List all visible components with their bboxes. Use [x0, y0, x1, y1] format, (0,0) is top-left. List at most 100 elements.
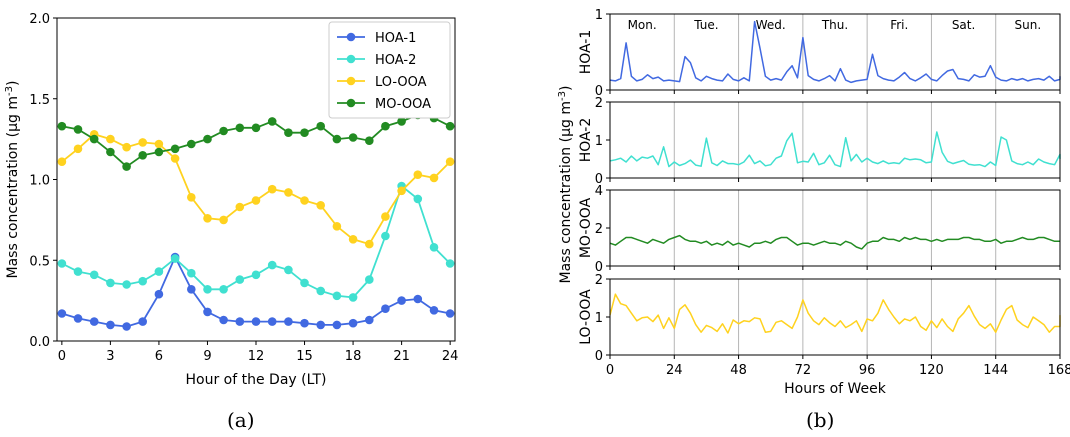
- data-point-lo-ooa: [219, 215, 228, 225]
- series-line-hoa-1: [609, 20, 1061, 84]
- y-tick-label-a: 1.0: [29, 174, 50, 189]
- day-label: Sat.: [952, 18, 976, 32]
- data-point-hoa-2: [170, 254, 180, 263]
- y-tick-label-a: 0.5: [29, 254, 50, 269]
- y-tick-label-b: 1: [595, 8, 603, 23]
- legend-marker-hoa-2: [346, 54, 356, 64]
- data-point-hoa-2: [365, 275, 374, 284]
- subplot-ylabel-hoa-2: HOA-2: [578, 118, 594, 163]
- data-point-hoa-1: [122, 322, 131, 331]
- data-point-hoa-1: [445, 309, 455, 318]
- data-point-hoa-2: [445, 259, 455, 268]
- series-line-hoa-1: [61, 254, 451, 328]
- data-point-lo-ooa: [348, 235, 358, 244]
- subplot-ylabel-lo-ooa: LO-OOA: [578, 289, 594, 345]
- y-tick-label-a: 0.0: [29, 335, 50, 350]
- y-tick-label-b: 4: [595, 184, 603, 199]
- x-tick-label-b: 120: [919, 363, 944, 378]
- data-point-hoa-2: [106, 278, 115, 288]
- data-point-lo-ooa: [365, 239, 374, 249]
- day-label: Sun.: [1015, 18, 1042, 32]
- data-point-hoa-2: [154, 267, 164, 276]
- legend-marker-hoa-1: [346, 32, 356, 42]
- data-point-lo-ooa: [381, 212, 390, 221]
- data-point-lo-ooa: [73, 144, 83, 154]
- data-point-lo-ooa: [445, 157, 455, 166]
- day-label: Mon.: [628, 18, 657, 32]
- day-label: Thu.: [821, 18, 848, 32]
- x-tick-label-b: 72: [795, 363, 812, 378]
- data-point-mo-ooa: [203, 134, 212, 144]
- x-tick-label-b: 168: [1048, 363, 1070, 378]
- data-point-hoa-1: [89, 317, 99, 326]
- data-point-lo-ooa: [267, 184, 277, 194]
- data-point-hoa-2: [57, 259, 67, 268]
- data-point-lo-ooa: [300, 196, 309, 205]
- panel-b-caption: (b): [806, 408, 835, 432]
- subplot-ylabel-mo-ooa: MO-OOA: [578, 197, 594, 258]
- data-point-lo-ooa: [154, 139, 164, 149]
- series-line-hoa-2: [609, 131, 1061, 168]
- data-point-lo-ooa: [106, 134, 115, 144]
- data-point-hoa-1: [365, 315, 374, 325]
- data-point-mo-ooa: [445, 121, 455, 131]
- data-point-hoa-1: [397, 296, 406, 305]
- data-point-lo-ooa: [187, 193, 196, 202]
- x-tick-label-a: 0: [58, 349, 66, 364]
- data-point-mo-ooa: [251, 123, 261, 133]
- x-tick-label-a: 9: [203, 349, 211, 364]
- data-point-mo-ooa: [219, 126, 228, 136]
- legend-label-mo-ooa: MO-OOA: [375, 97, 431, 112]
- data-point-mo-ooa: [267, 117, 277, 126]
- data-point-mo-ooa: [397, 117, 406, 126]
- data-point-hoa-1: [316, 320, 326, 330]
- data-point-hoa-2: [219, 285, 228, 294]
- data-point-lo-ooa: [122, 142, 131, 152]
- data-point-hoa-1: [106, 320, 115, 330]
- data-point-hoa-1: [154, 289, 164, 299]
- data-point-hoa-1: [413, 294, 423, 304]
- data-point-mo-ooa: [187, 139, 196, 149]
- y-tick-label-b: 0: [595, 260, 603, 275]
- data-point-lo-ooa: [397, 186, 406, 196]
- data-point-hoa-1: [203, 307, 212, 317]
- x-tick-label-b: 144: [983, 363, 1008, 378]
- y-axis-label-b: Mass concentration (μg m-3): [557, 86, 574, 284]
- legend-label-lo-ooa: LO-OOA: [375, 75, 427, 90]
- x-axis-label-a: Hour of the Day (LT): [186, 372, 327, 388]
- day-label: Fri.: [890, 18, 908, 32]
- legend-label-hoa-2: HOA-2: [375, 53, 416, 68]
- data-point-lo-ooa: [57, 157, 67, 166]
- data-point-hoa-1: [284, 317, 293, 326]
- y-tick-label-b: 0: [595, 172, 603, 187]
- series-line-mo-ooa: [609, 234, 1060, 250]
- day-label: Tue.: [693, 18, 718, 32]
- data-point-hoa-2: [267, 260, 277, 270]
- data-point-hoa-1: [251, 317, 261, 326]
- data-point-mo-ooa: [348, 133, 358, 142]
- data-point-mo-ooa: [300, 128, 309, 137]
- x-tick-label-a: 12: [248, 349, 265, 364]
- data-point-lo-ooa: [203, 214, 212, 223]
- data-point-mo-ooa: [57, 121, 67, 131]
- legend-marker-lo-ooa: [346, 76, 356, 86]
- subplot-frame: [609, 101, 1061, 179]
- x-tick-label-a: 3: [106, 349, 114, 364]
- data-point-hoa-2: [235, 275, 245, 284]
- y-axis-label-a: Mass concentration (μg m-3): [4, 81, 21, 279]
- y-tick-label-b: 2: [595, 222, 603, 237]
- data-point-hoa-1: [332, 320, 342, 330]
- x-tick-label-b: 24: [666, 363, 683, 378]
- x-tick-label-a: 24: [442, 349, 459, 364]
- panel-a-caption: (a): [227, 408, 255, 432]
- x-tick-label-a: 6: [155, 349, 163, 364]
- data-point-mo-ooa: [381, 121, 390, 131]
- data-point-hoa-2: [138, 276, 147, 286]
- series-line-lo-ooa: [61, 133, 451, 246]
- y-tick-label-b: 1: [595, 134, 603, 149]
- data-point-hoa-1: [300, 318, 309, 328]
- data-point-lo-ooa: [429, 173, 439, 183]
- data-point-mo-ooa: [170, 144, 180, 154]
- data-point-hoa-2: [413, 194, 423, 204]
